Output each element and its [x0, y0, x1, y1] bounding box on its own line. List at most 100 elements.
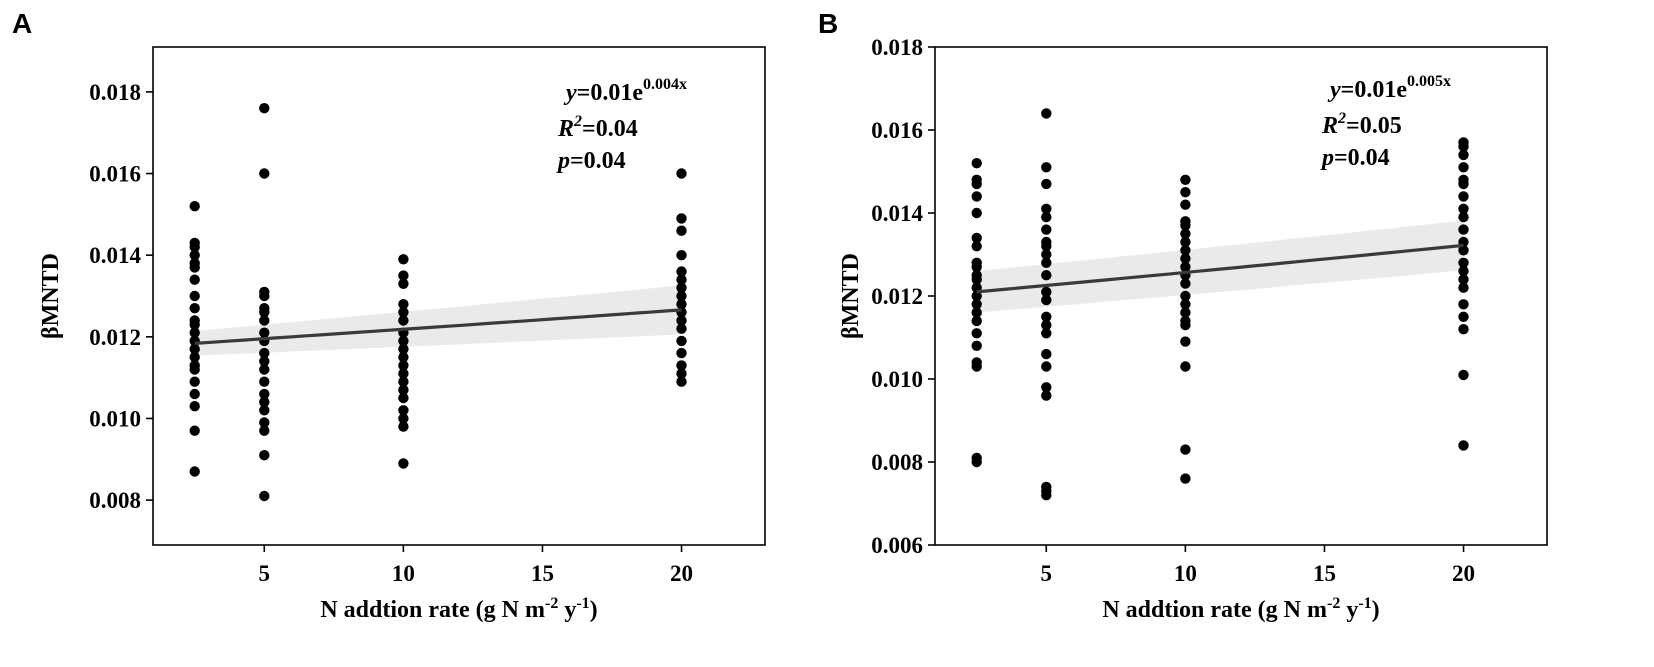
panel-a-data-point-50 — [398, 343, 409, 355]
panel-a-data-point-62 — [676, 213, 687, 224]
panel-a-data-point-18 — [189, 388, 200, 400]
panel-a-data-point-10 — [189, 319, 200, 330]
panel-b-data-point-46 — [1180, 187, 1191, 198]
panel-b-data-point-5 — [971, 232, 982, 244]
panel-b-data-point-73 — [1458, 203, 1469, 214]
panel-a-x-axis-title-mid: y — [558, 597, 576, 623]
panel-a-data-point-60 — [398, 458, 409, 469]
panel-a-r-squared: R2=0.04 — [557, 113, 638, 142]
panel-b-data-point-49 — [1180, 220, 1191, 231]
panel-b-data-point-63 — [1180, 361, 1191, 372]
panel-b-fit-equation: y=0.01e0.005x — [1327, 73, 1451, 103]
panel-a-p-value-label: p — [556, 148, 570, 174]
panel-b-data-point-26 — [1041, 211, 1052, 223]
panel-a-data-point-74 — [676, 347, 687, 359]
panel-a-data-point-64 — [676, 250, 687, 261]
panel-a-data-point-39 — [259, 425, 270, 436]
panel-a-y-tick-label-3: 0.014 — [89, 243, 141, 268]
panel-b-data-point-10 — [971, 274, 982, 285]
panel-b-data-point-81 — [1458, 282, 1469, 293]
panel-a-data-point-77 — [676, 376, 687, 387]
panel-a-r-squared-label: R — [557, 116, 574, 142]
panel-b-data-point-13 — [971, 299, 982, 310]
panel-b-p-value-label: p — [1320, 145, 1334, 171]
panel-a-fit-equation-y: y — [563, 80, 577, 106]
panel-a-x-tick-label-2: 15 — [531, 561, 554, 586]
panel-b-data-point-0 — [971, 158, 982, 169]
panel-b-data-point-24 — [1041, 178, 1052, 190]
panel-a-data-point-20 — [189, 425, 200, 436]
panel-a-data-point-3 — [189, 250, 200, 261]
panel-b-data-point-74 — [1458, 211, 1469, 223]
panel-b-x-axis-title-end: ) — [1372, 597, 1380, 623]
panel-b-p-value: p=0.04 — [1320, 145, 1390, 171]
panel-a-p-value: p=0.04 — [556, 148, 626, 174]
panel-b-data-point-36 — [1041, 319, 1052, 331]
panel-b-data-point-83 — [1458, 311, 1469, 322]
panel-b-x-tick-label-1: 10 — [1174, 561, 1197, 586]
panel-a-data-point-2 — [189, 241, 200, 253]
panel-a-data-point-69 — [676, 299, 687, 310]
panel-b-fit-equation-y: y — [1327, 77, 1341, 103]
panel-a-x-tick-label-3: 20 — [670, 561, 693, 586]
panel-a-data-point-54 — [398, 376, 409, 387]
panel-a-x-axis-title-main: N addtion rate (g N m — [320, 597, 545, 623]
panel-a-data-point-72 — [676, 323, 687, 334]
panel-b-data-point-33 — [1041, 286, 1052, 298]
panel-a-data-point-37 — [259, 405, 270, 416]
panel-a-data-point-33 — [259, 364, 270, 375]
panel-a-data-point-75 — [676, 360, 687, 371]
panel-b-data-point-41 — [1041, 390, 1052, 401]
panel-a-data-point-5 — [189, 262, 200, 273]
panel-b-data-point-6 — [971, 241, 982, 252]
panel-b-data-point-38 — [1041, 348, 1052, 360]
panel-a-x-tick-label-1: 10 — [392, 561, 415, 586]
panel-b-data-point-34 — [1041, 294, 1052, 306]
panel-b-data-point-40 — [1041, 382, 1052, 393]
panel-b-data-point-47 — [1180, 199, 1191, 210]
panel-a-data-point-13 — [189, 343, 200, 355]
panel-b-x-tick-label-2: 15 — [1313, 561, 1336, 586]
panel-a-x-axis-title: N addtion rate (g N m-2 y-1) — [320, 595, 597, 623]
panel-b-y-axis-title: βMNTD — [838, 253, 864, 339]
panel-b-data-point-69 — [1458, 162, 1469, 173]
panel-a-data-point-23 — [259, 168, 270, 179]
panel-a-data-point-21 — [189, 466, 200, 477]
panel-b-data-point-17 — [971, 340, 982, 351]
panel-b-data-point-21 — [971, 456, 982, 468]
panel-b-data-point-16 — [971, 328, 982, 339]
panel-b-data-point-44 — [1041, 490, 1052, 501]
panel-b-data-point-35 — [1041, 311, 1052, 322]
panel-b-r-squared-exp: 2 — [1337, 110, 1346, 127]
panel-a-x-axis-title-end: ) — [590, 597, 598, 623]
panel-a-fit-equation: y=0.01e0.004x — [563, 76, 687, 106]
panel-b-data-point-80 — [1458, 274, 1469, 285]
panel-b-data-point-51 — [1180, 236, 1191, 248]
panel-a-data-point-61 — [676, 168, 687, 179]
panel-a-y-tick-label-2: 0.012 — [89, 325, 141, 350]
panel-b-data-point-78 — [1458, 257, 1469, 268]
panel-b-data-point-30 — [1041, 249, 1052, 260]
panel-b-y-tick-label-6: 0.018 — [871, 35, 923, 60]
panel-a-data-point-66 — [676, 274, 687, 285]
panel-b-data-point-25 — [1041, 203, 1052, 214]
panel-a-data-point-0 — [189, 201, 200, 212]
panel-a-data-point-53 — [398, 368, 409, 379]
panel-b-data-point-85 — [1458, 369, 1469, 381]
panel-b-data-point-22 — [1041, 108, 1052, 119]
panel-a-x-tick-label-0: 5 — [259, 561, 271, 586]
panel-b-data-point-71 — [1458, 178, 1469, 190]
panel-a-data-point-73 — [676, 335, 687, 347]
panel-a-fit-line — [194, 308, 682, 345]
panel-a-data-point-57 — [398, 405, 409, 416]
panel-b-data-point-67 — [1458, 141, 1469, 152]
panel-b-data-point-52 — [1180, 245, 1191, 256]
panel-b-y-tick-label-1: 0.008 — [871, 450, 923, 475]
panel-a-r-squared-exp: 2 — [573, 113, 582, 130]
panel-a-data-point-32 — [259, 356, 270, 367]
panel-a-data-point-8 — [189, 303, 200, 314]
panel-b-data-point-77 — [1458, 245, 1469, 256]
panel-b-y-tick-label-5: 0.016 — [871, 118, 923, 143]
panel-b-data-point-59 — [1180, 307, 1191, 318]
